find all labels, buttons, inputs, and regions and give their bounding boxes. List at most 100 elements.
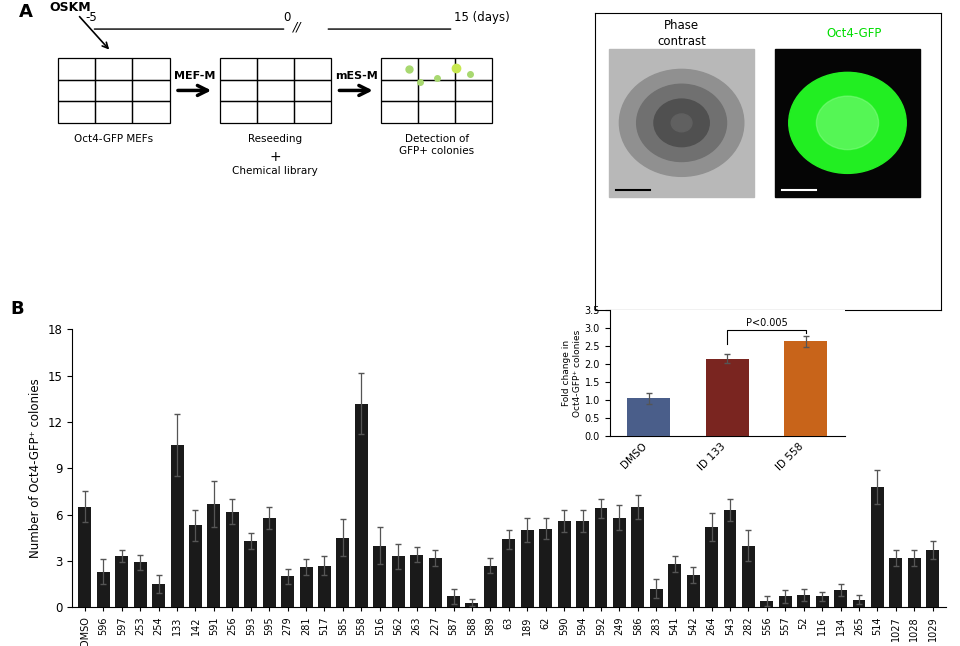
Bar	[926, 550, 939, 607]
Text: Chemical library: Chemical library	[232, 166, 318, 176]
Bar	[59, 79, 95, 101]
Bar	[540, 528, 552, 607]
Bar	[355, 404, 368, 607]
Bar	[132, 58, 170, 79]
Text: P<0.005: P<0.005	[746, 318, 787, 328]
Bar	[410, 555, 423, 607]
Bar	[650, 589, 662, 607]
Circle shape	[654, 99, 709, 147]
Circle shape	[619, 69, 744, 176]
Text: +: +	[270, 150, 281, 164]
Bar	[294, 101, 331, 123]
Bar	[466, 603, 478, 607]
Bar	[784, 341, 828, 436]
Bar	[79, 507, 91, 607]
Bar	[256, 79, 294, 101]
Text: 15 (days): 15 (days)	[453, 11, 509, 24]
Text: -5: -5	[85, 11, 98, 24]
Bar	[256, 58, 294, 79]
Text: mES-M: mES-M	[335, 71, 377, 81]
Bar	[256, 101, 294, 123]
Bar	[852, 599, 865, 607]
Bar	[59, 58, 95, 79]
Text: Reseeding: Reseeding	[249, 134, 302, 144]
Y-axis label: Number of Oct4-GFP⁺ colonies: Number of Oct4-GFP⁺ colonies	[29, 379, 41, 558]
Y-axis label: Fold change in
Oct4-GFP⁺ colonies: Fold change in Oct4-GFP⁺ colonies	[563, 329, 582, 417]
Bar	[153, 584, 165, 607]
Text: Detection of
GFP+ colonies: Detection of GFP+ colonies	[399, 134, 474, 156]
Bar	[871, 487, 884, 607]
Text: Oct4-GFP MEFs: Oct4-GFP MEFs	[74, 134, 154, 144]
Bar	[455, 58, 492, 79]
Bar	[97, 572, 109, 607]
Text: MEF-M: MEF-M	[174, 71, 215, 81]
Bar	[300, 567, 313, 607]
Bar	[484, 566, 497, 607]
Bar	[760, 601, 773, 607]
Text: OSKM: OSKM	[50, 1, 91, 14]
Bar	[779, 596, 792, 607]
Bar	[133, 563, 147, 607]
Bar	[419, 79, 455, 101]
Bar	[132, 79, 170, 101]
Text: Phase
contrast: Phase contrast	[658, 19, 706, 48]
Bar	[455, 101, 492, 123]
Bar	[189, 525, 202, 607]
Circle shape	[789, 72, 906, 173]
Bar	[558, 521, 570, 607]
Bar	[381, 58, 419, 79]
Bar	[632, 507, 644, 607]
Text: B: B	[11, 300, 24, 318]
Bar	[686, 575, 700, 607]
Text: //: //	[294, 21, 301, 34]
Bar	[294, 79, 331, 101]
Bar	[132, 101, 170, 123]
Bar	[392, 556, 405, 607]
Bar	[889, 558, 902, 607]
Bar	[502, 539, 516, 607]
Bar	[171, 445, 183, 607]
Bar	[220, 101, 256, 123]
Circle shape	[671, 114, 692, 132]
Bar	[419, 58, 455, 79]
Bar	[381, 79, 419, 101]
Bar	[627, 398, 670, 436]
Bar	[207, 504, 221, 607]
Bar	[263, 517, 276, 607]
Bar	[336, 537, 349, 607]
Bar	[576, 521, 589, 607]
Bar	[245, 541, 257, 607]
Bar	[612, 517, 626, 607]
Bar	[834, 590, 847, 607]
Text: Oct4-GFP: Oct4-GFP	[827, 26, 882, 39]
Bar	[95, 79, 132, 101]
Bar	[742, 545, 755, 607]
Bar	[281, 576, 294, 607]
Bar	[294, 58, 331, 79]
Bar	[373, 545, 386, 607]
Bar	[520, 530, 534, 607]
Bar	[318, 566, 331, 607]
Bar	[668, 564, 682, 607]
Text: 0: 0	[283, 11, 290, 24]
Bar	[594, 508, 608, 607]
Bar	[59, 101, 95, 123]
Bar	[95, 58, 132, 79]
Bar	[706, 359, 749, 436]
Circle shape	[816, 96, 878, 150]
Circle shape	[636, 84, 727, 162]
Bar	[220, 58, 256, 79]
Bar	[705, 527, 718, 607]
Bar	[115, 556, 129, 607]
Bar	[816, 596, 828, 607]
Bar	[797, 595, 810, 607]
Bar	[220, 79, 256, 101]
Text: A: A	[19, 3, 33, 21]
Bar	[95, 101, 132, 123]
Bar	[609, 48, 755, 197]
Bar	[455, 79, 492, 101]
Bar	[908, 558, 921, 607]
Bar	[724, 510, 736, 607]
Bar	[419, 101, 455, 123]
Bar	[447, 596, 460, 607]
